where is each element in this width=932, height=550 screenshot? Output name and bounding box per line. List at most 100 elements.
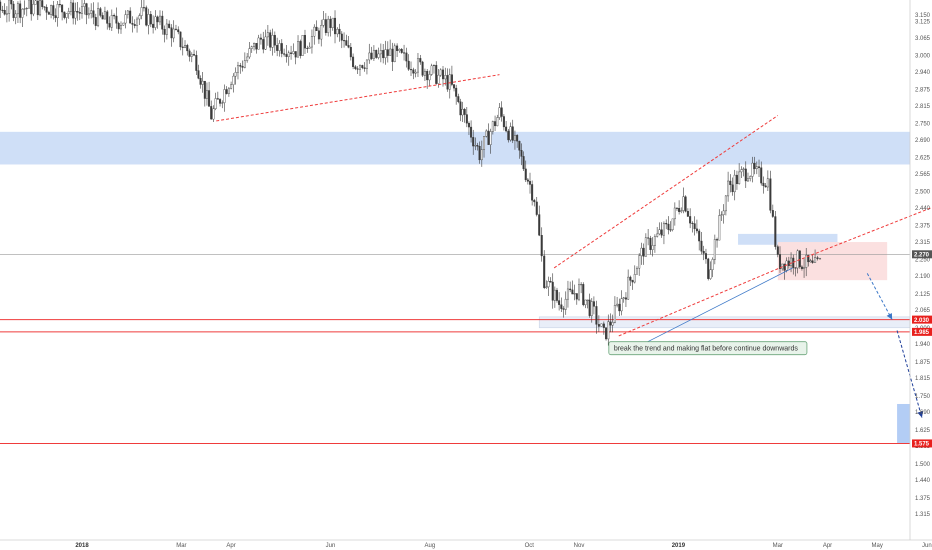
candle-body — [735, 174, 738, 185]
candle-body — [543, 255, 546, 288]
candle-body — [375, 49, 378, 58]
candle-body — [742, 168, 745, 170]
candle-body — [448, 74, 451, 90]
projection-arrow-1 — [896, 330, 924, 418]
candle-body — [491, 121, 494, 132]
zones-layer — [0, 131, 911, 444]
candle-body — [483, 136, 486, 150]
candle-body — [573, 293, 576, 295]
candle-body — [264, 36, 267, 50]
candle-body — [658, 229, 661, 235]
candle-body — [531, 184, 534, 201]
candle-body — [219, 99, 222, 104]
candle-body — [707, 258, 710, 279]
candle-body — [675, 207, 678, 209]
candle-body — [633, 274, 636, 283]
candle-body — [172, 28, 175, 39]
candle-body — [616, 303, 619, 306]
zone-support — [538, 316, 911, 329]
annotation-text: break the trend and making flat before c… — [614, 346, 799, 353]
zone-consolidation — [777, 242, 888, 281]
candle-body — [549, 281, 552, 283]
candle-body — [602, 323, 605, 328]
candle-body — [423, 70, 426, 76]
candle-body — [798, 250, 801, 268]
candle-body — [755, 166, 758, 170]
candle-body — [122, 22, 125, 26]
candle-body — [280, 43, 283, 54]
candle-body — [140, 7, 143, 16]
candle-body — [294, 51, 297, 58]
candle-body — [154, 16, 157, 28]
candle-body — [783, 263, 786, 271]
candle-body — [110, 15, 113, 28]
candle-body — [498, 107, 501, 118]
candle-body — [349, 46, 352, 58]
candle-body — [727, 180, 730, 197]
candle-body — [642, 247, 645, 257]
candle-body — [629, 276, 632, 281]
candle-body — [393, 45, 396, 62]
candle-body — [158, 15, 161, 23]
candle-body — [216, 98, 219, 100]
candle-body — [412, 69, 415, 74]
x-tick-label: May — [872, 543, 883, 549]
candle-body — [762, 182, 765, 187]
candle-body — [313, 26, 316, 37]
trend-line-1 — [618, 261, 793, 337]
candle-body — [660, 229, 663, 236]
projection-arrow-0 — [866, 273, 893, 320]
candle-body — [227, 88, 230, 94]
candle-body — [379, 50, 382, 55]
candle-body — [285, 54, 288, 57]
annotation-box[interactable] — [608, 341, 808, 356]
y-tick-label: 1.750 — [915, 394, 931, 400]
candle-body — [292, 51, 295, 54]
candle-body — [665, 223, 668, 225]
candle-body — [446, 75, 449, 90]
candle-body — [584, 299, 587, 306]
candle-body — [578, 284, 581, 300]
candle-body — [106, 11, 109, 24]
candle-body — [535, 201, 538, 215]
candle-body — [461, 108, 464, 116]
candle-body — [257, 37, 260, 50]
candle-body — [386, 49, 389, 56]
candle-body — [147, 14, 150, 26]
candle-body — [136, 18, 139, 26]
candle-body — [269, 32, 272, 48]
y-tick-label: 2.125 — [915, 292, 931, 298]
candle-body — [327, 18, 330, 33]
candle-body — [56, 4, 59, 19]
candle-body — [805, 254, 808, 268]
y-tick-label: 3.125 — [915, 20, 931, 26]
candle-body — [85, 3, 88, 16]
candle-body — [90, 10, 93, 14]
candle-body — [92, 10, 95, 18]
candle-body — [23, 8, 26, 10]
candle-body — [45, 6, 48, 13]
candle-body — [749, 176, 752, 179]
candle-body — [113, 15, 116, 17]
candle-body — [365, 59, 368, 69]
candle-body — [722, 210, 725, 215]
candle-body — [811, 260, 814, 263]
candle-body — [638, 255, 641, 269]
candle-body — [234, 72, 237, 77]
candle-body — [12, 3, 15, 18]
y-tick-label: 1.940 — [915, 342, 931, 348]
candle-body — [439, 69, 442, 76]
y-tick-label: 1.500 — [915, 462, 931, 468]
candle-body — [50, 5, 53, 15]
candle-body — [792, 257, 795, 268]
candle-body — [709, 269, 712, 279]
candle-body — [553, 289, 556, 301]
candle-body — [746, 178, 749, 182]
candle-body — [566, 288, 569, 300]
candle-body — [419, 58, 422, 63]
y-tick-label: 1.375 — [915, 496, 931, 502]
candle-body — [65, 13, 68, 18]
candle-body — [331, 17, 334, 28]
